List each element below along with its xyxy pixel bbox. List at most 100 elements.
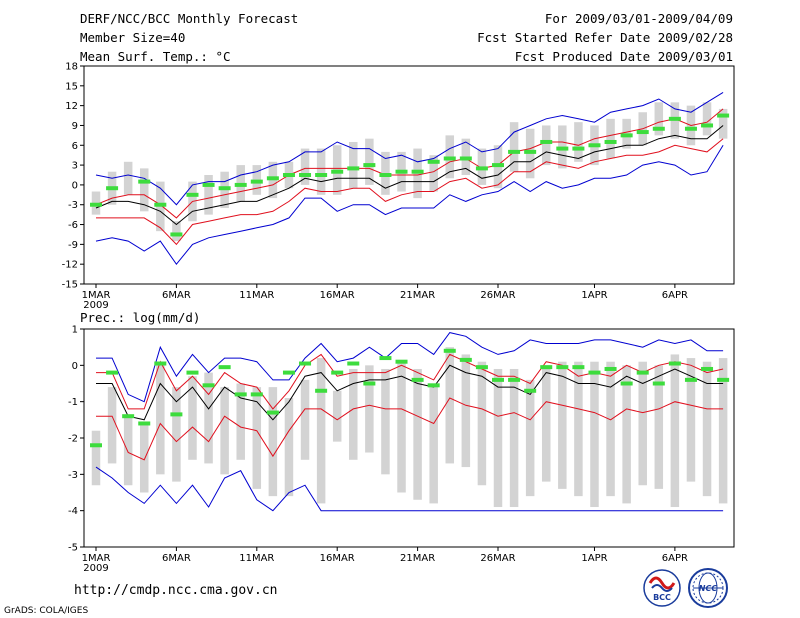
temperature-panel: -15 -12 -9 -6 -3 0 3 6 9 12 15 18 1MAR 6MAR 11MAR 16MAR… <box>62 62 735 311</box>
prec-observed-marker <box>379 356 392 361</box>
temp-observed-marker <box>90 202 102 207</box>
prec-ensemble-box <box>349 368 358 460</box>
temp-ensemble-box <box>349 141 358 189</box>
temp-observed-marker <box>572 146 585 151</box>
prec-x-tick-label: 1APR <box>581 553 607 564</box>
prec-observed-marker <box>170 412 183 417</box>
fcst-started-date: Fcst Started Refer Date 2009/02/28 <box>477 30 733 45</box>
prec-ensemble-box <box>686 358 696 482</box>
temp-median-line <box>95 125 724 226</box>
prec-ensemble-box <box>252 387 262 489</box>
temp-y-tick-label: 15 <box>65 81 78 92</box>
prec-ensemble-box <box>284 398 294 497</box>
temp-y-tick-label: -9 <box>68 240 78 251</box>
temp-observed-marker <box>556 146 569 151</box>
prec-observed-marker <box>540 365 553 370</box>
temp-observed-marker <box>459 156 472 161</box>
prec-ensemble-box <box>702 361 712 497</box>
prec-observed-marker <box>234 392 247 397</box>
prec-ensemble-box <box>413 368 422 500</box>
prec-outer-lower-line <box>95 466 724 512</box>
temp-observed-marker <box>218 186 231 191</box>
temp-ensemble-box <box>204 175 213 215</box>
temp-ensemble-box <box>654 102 664 136</box>
prec-observed-marker <box>475 365 488 370</box>
prec-ensemble-box <box>397 361 406 493</box>
prec-y-tick-label: -2 <box>68 434 78 445</box>
temp-x-tick-label: 16MAR <box>320 290 355 301</box>
prec-observed-marker <box>443 348 456 353</box>
prec-observed-marker <box>266 410 279 415</box>
prec-ensemble-box <box>332 390 342 442</box>
prec-ensemble-box <box>622 365 631 504</box>
prec-observed-marker <box>604 366 617 371</box>
prec-observed-marker <box>331 370 344 375</box>
prec-ensemble-box <box>638 361 647 486</box>
prec-observed-marker <box>459 357 472 362</box>
temp-x-tick-label: 1APR <box>581 290 607 301</box>
temp-observed-marker <box>540 139 553 144</box>
prec-observed-marker <box>524 388 537 393</box>
temp-y-tick-label: 18 <box>65 62 78 73</box>
ncc-logo-icon: NCC <box>688 568 728 608</box>
prec-observed-marker <box>106 370 119 375</box>
temp-observed-marker <box>266 176 279 181</box>
prec-ensemble-box <box>606 361 615 497</box>
prec-ensemble-box <box>509 368 519 508</box>
temp-ensemble-box <box>429 155 438 192</box>
prec-ensemble-box <box>188 376 197 460</box>
prec-x-tick-label: 16MAR <box>320 553 355 564</box>
temp-observed-marker <box>636 130 649 135</box>
prec-ensemble-box <box>590 361 599 508</box>
prec-x-tick-label: 26MAR <box>480 553 515 564</box>
temp-observed-marker <box>492 163 504 168</box>
prec-observed-marker <box>250 392 263 397</box>
prec-ensemble-box <box>316 358 326 504</box>
temp-observed-marker <box>411 169 424 174</box>
temp-observed-marker <box>299 173 312 177</box>
prec-ensemble-box <box>445 347 455 464</box>
prec-x-tick-label: 6APR <box>662 553 688 564</box>
member-size: Member Size=40 <box>80 30 185 45</box>
prec-ensemble-box <box>91 430 101 486</box>
prec-ensemble-box <box>236 383 245 460</box>
prec-ensemble-box <box>204 372 213 464</box>
prec-observed-marker <box>556 365 569 370</box>
prec-inner-lower-line <box>96 397 724 461</box>
prec-x-tick-label: 11MAR <box>239 553 274 564</box>
prec-y-tick-label: 0 <box>72 361 78 372</box>
temp-inner-lower-line <box>96 138 724 246</box>
temp-observed-marker <box>154 202 167 207</box>
temp-ensemble-box <box>509 122 519 172</box>
temp-observed-marker <box>347 166 360 171</box>
temp-observed-marker <box>443 156 456 161</box>
source-url: http://cmdp.ncc.cma.gov.cn <box>74 583 278 598</box>
temp-ensemble-box <box>606 118 615 159</box>
prec-observed-marker <box>299 361 312 366</box>
prec-observed-marker <box>508 377 521 382</box>
prec-y-tick-label: -1 <box>68 397 78 408</box>
prec-ensemble-box <box>461 354 471 468</box>
temp-ensemble-box <box>702 102 712 136</box>
temp-x-tick-label: 6APR <box>662 290 688 301</box>
temp-observed-marker <box>588 143 601 148</box>
temp-observed-marker <box>604 139 617 144</box>
prec-observed-marker <box>684 377 697 382</box>
prec-observed-marker <box>572 365 585 370</box>
prec-x-tick-label: 21MAR <box>400 553 435 564</box>
temp-observed-marker <box>427 159 440 164</box>
temp-observed-marker <box>508 149 521 154</box>
prec-observed-marker <box>186 370 199 375</box>
prec-observed-marker <box>282 370 295 375</box>
temp-observed-marker <box>379 173 392 177</box>
temp-observed-marker <box>701 123 714 128</box>
temp-ensemble-box <box>316 148 326 195</box>
prec-x-tick-label: 6MAR <box>162 553 191 564</box>
temp-x-year-label: 2009 <box>83 300 108 311</box>
prec-observed-marker <box>652 381 665 386</box>
prec-panel-title: Prec.: log(mm/d) <box>80 310 200 325</box>
temp-observed-marker <box>395 169 408 174</box>
prec-ensemble-box <box>268 387 278 497</box>
prec-observed-marker <box>588 370 601 375</box>
